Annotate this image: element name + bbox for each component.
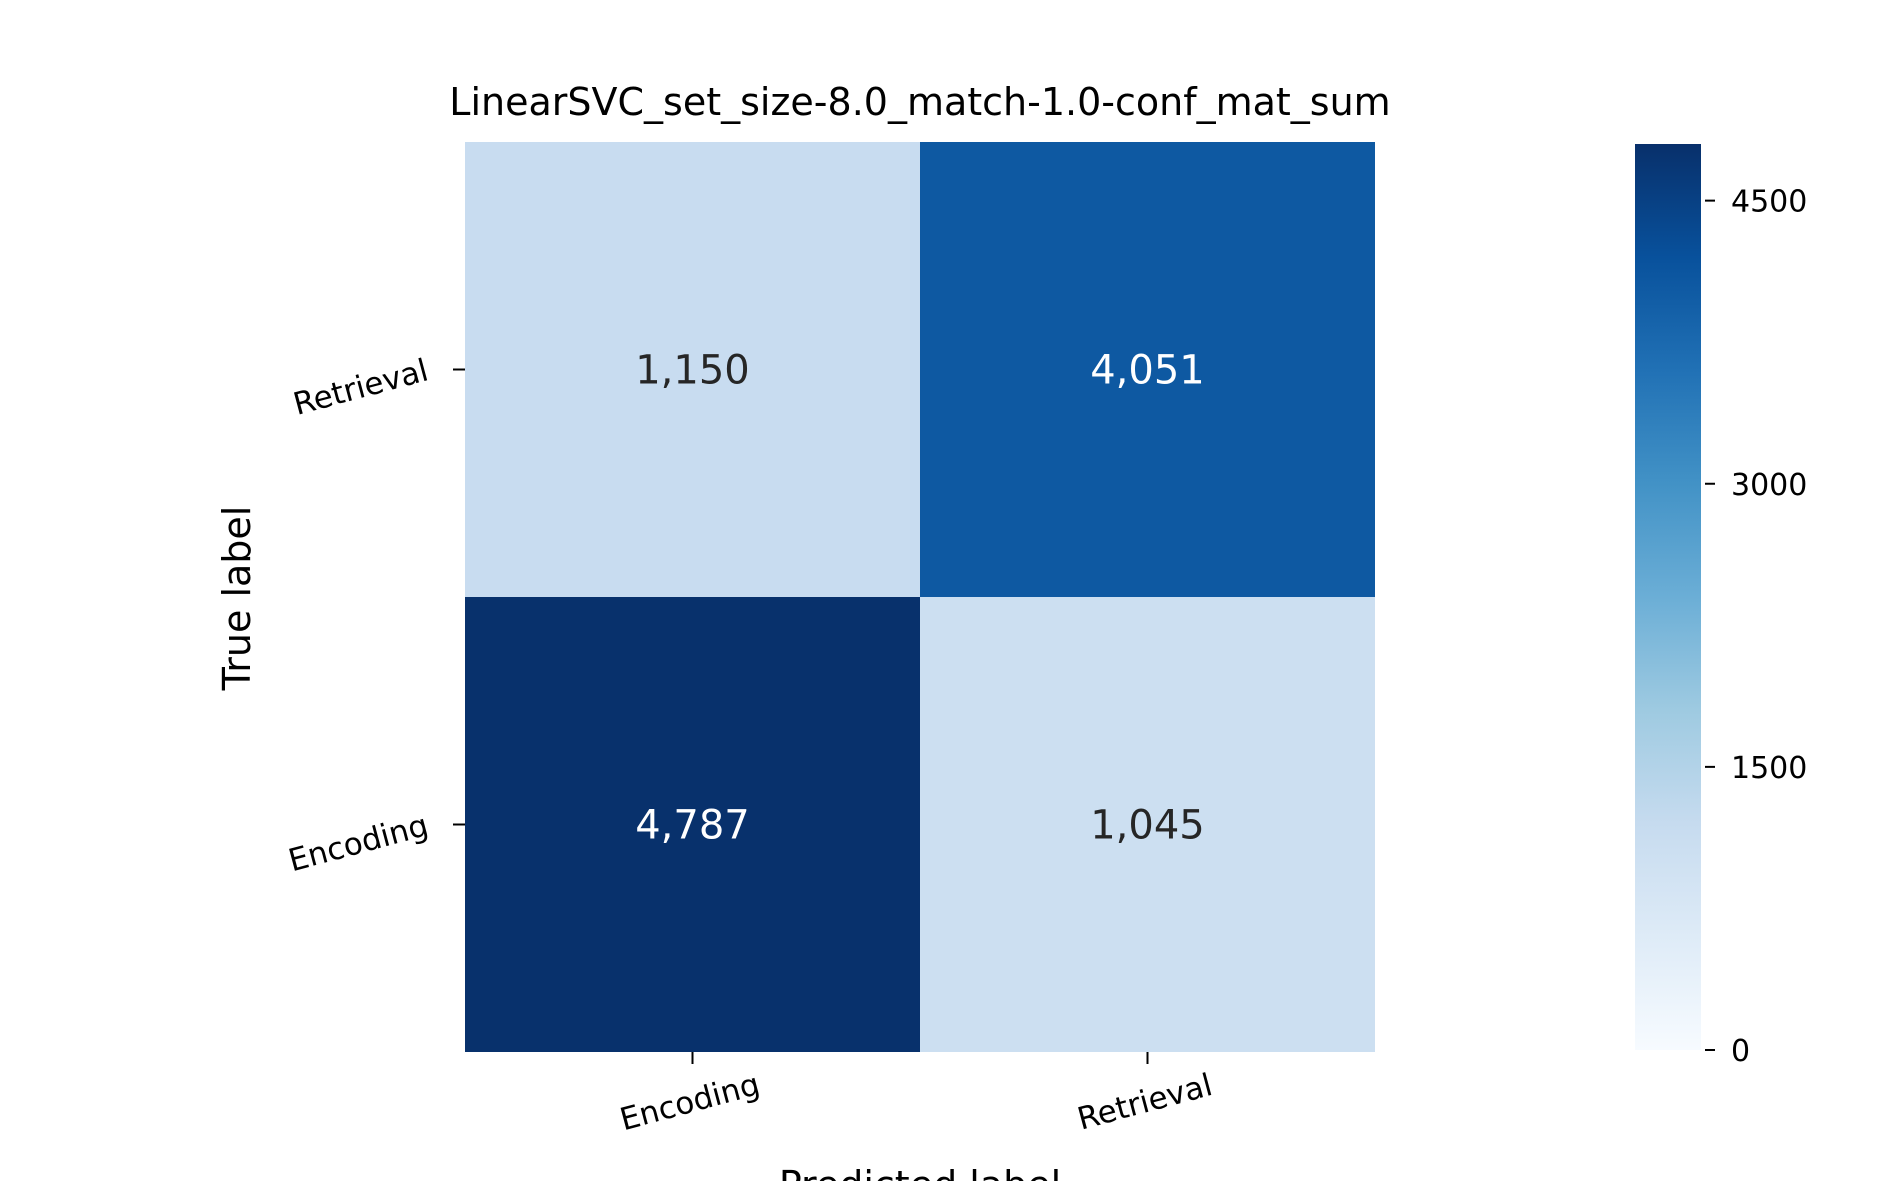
y-axis-label: True label [215, 506, 259, 692]
colorbar [1635, 144, 1701, 1050]
cell-value-label: 4,051 [1090, 348, 1205, 394]
colorbar-tick-label: 3000 [1731, 468, 1807, 503]
colorbar-tick-label: 4500 [1731, 185, 1807, 220]
colorbar-tick-label: 0 [1731, 1034, 1750, 1069]
cell-value-label: 1,150 [635, 348, 750, 394]
colorbar-tick-label: 1500 [1731, 751, 1807, 786]
heatmap-cell [920, 142, 1375, 597]
chart-title: LinearSVC_set_size-8.0_match-1.0-conf_ma… [449, 80, 1390, 124]
heatmap-cell [465, 142, 920, 597]
heatmap-cell [920, 597, 1375, 1052]
y-tick-label: Retrieval [290, 352, 432, 422]
cell-value-label: 4,787 [635, 803, 750, 849]
x-tick-label: Retrieval [1074, 1067, 1216, 1137]
cell-value-label: 1,045 [1090, 803, 1205, 849]
y-tick-label: Encoding [285, 807, 432, 879]
x-tick-label: Encoding [616, 1066, 763, 1138]
y-axis-ticks: Retrieval Encoding [285, 352, 465, 879]
heatmap-cells [465, 142, 1375, 1052]
x-axis-ticks: Encoding Retrieval [616, 1052, 1216, 1138]
heatmap-cell-labels: 1,150 4,051 4,787 1,045 [635, 348, 1205, 849]
x-axis-label: Predicted label [779, 1163, 1061, 1181]
colorbar-ticks: 0 1500 3000 4500 [1705, 185, 1807, 1069]
heatmap-cell [465, 597, 920, 1052]
